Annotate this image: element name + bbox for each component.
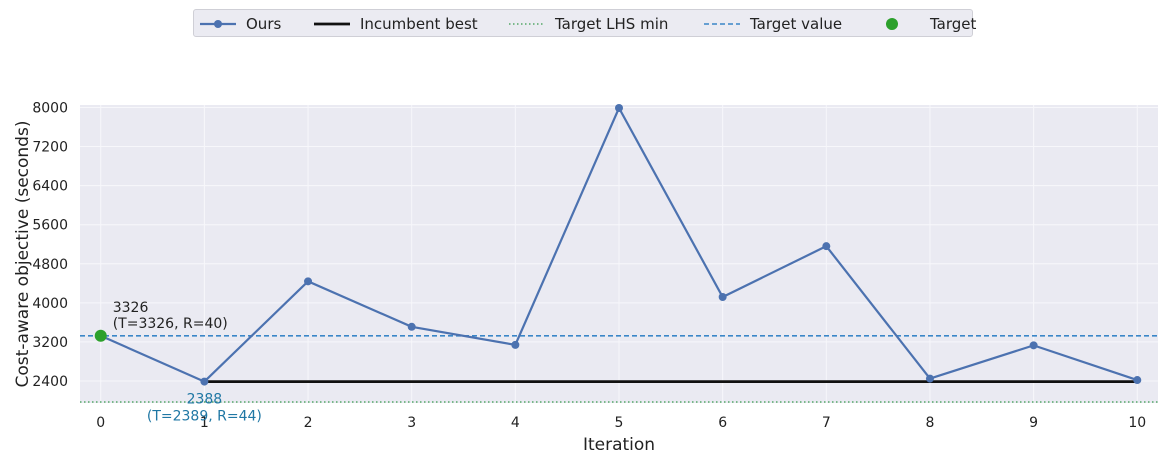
ours-point (511, 340, 520, 349)
ours-point (615, 104, 623, 112)
ours-point (822, 242, 831, 251)
legend-label: Target (930, 15, 977, 33)
x-tick-label: 8 (926, 415, 935, 431)
y-tick-label: 4800 (32, 257, 68, 273)
legend-dashed-line-icon (704, 23, 740, 25)
y-tick-label: 4000 (32, 296, 68, 312)
annotation-detail: (T=2389, R=44) (147, 409, 262, 425)
y-tick-label: 7200 (32, 140, 68, 156)
legend-dotted-line-icon (509, 23, 545, 25)
y-tick-label: 8000 (32, 100, 68, 116)
legend-item-ours: Ours (200, 10, 281, 38)
ours-point (407, 322, 416, 331)
y-tick-label: 6400 (32, 179, 68, 195)
legend-label: Ours (246, 15, 282, 33)
x-tick-label: 3 (407, 415, 416, 431)
x-tick-label: 6 (718, 415, 727, 431)
legend-line-marker-icon (200, 20, 236, 28)
annotation-detail: (T=3326, R=40) (113, 316, 228, 332)
y-tick-label: 5600 (32, 218, 68, 234)
annotations: 3326(T=3326, R=40) 2388(T=2389, R=44) (113, 300, 262, 425)
tick-labels: 0 1 2 3 4 5 6 7 8 9 10 2400 3200 4000 4800 5600 6400 7200… (32, 100, 1146, 431)
legend-dot-icon (886, 18, 898, 30)
annotation-value: 2388 (187, 392, 223, 408)
x-tick-label: 4 (511, 415, 520, 431)
legend-item-target: Target (884, 10, 976, 38)
ours-point (925, 374, 934, 383)
legend-item-lhs-min: Target LHS min (509, 10, 668, 38)
legend-label: Target value (750, 15, 843, 33)
x-axis-label: Iteration (583, 435, 655, 455)
x-tick-label: 5 (615, 415, 624, 431)
ours-point (1029, 341, 1038, 350)
y-tick-label: 2400 (32, 374, 68, 390)
y-tick-label: 3200 (32, 335, 68, 351)
x-tick-label: 9 (1029, 415, 1038, 431)
x-tick-label: 2 (304, 415, 313, 431)
ours-point (304, 277, 313, 286)
legend-label: Target LHS min (555, 15, 669, 33)
legend: Ours Incumbent best Target LHS min Targe… (193, 9, 976, 38)
annotation-value: 3326 (113, 300, 149, 316)
series-layer (94, 104, 1142, 386)
target-point (94, 329, 107, 342)
grid-lines (80, 105, 1158, 403)
ours-point (200, 377, 209, 386)
legend-item-target-value: Target value (704, 10, 842, 38)
y-axis-label: Cost-aware objective (seconds) (13, 121, 33, 388)
legend-solid-line-icon (314, 22, 350, 26)
ours-point (718, 292, 727, 301)
legend-item-incumbent: Incumbent best (314, 10, 478, 38)
x-tick-label: 7 (822, 415, 831, 431)
x-tick-label: 0 (96, 415, 105, 431)
x-tick-label: 10 (1128, 415, 1146, 431)
ours-point (1133, 376, 1142, 385)
x-tick-label: 1 (200, 415, 209, 431)
reference-lines (80, 334, 1158, 403)
legend-label: Incumbent best (360, 15, 478, 33)
